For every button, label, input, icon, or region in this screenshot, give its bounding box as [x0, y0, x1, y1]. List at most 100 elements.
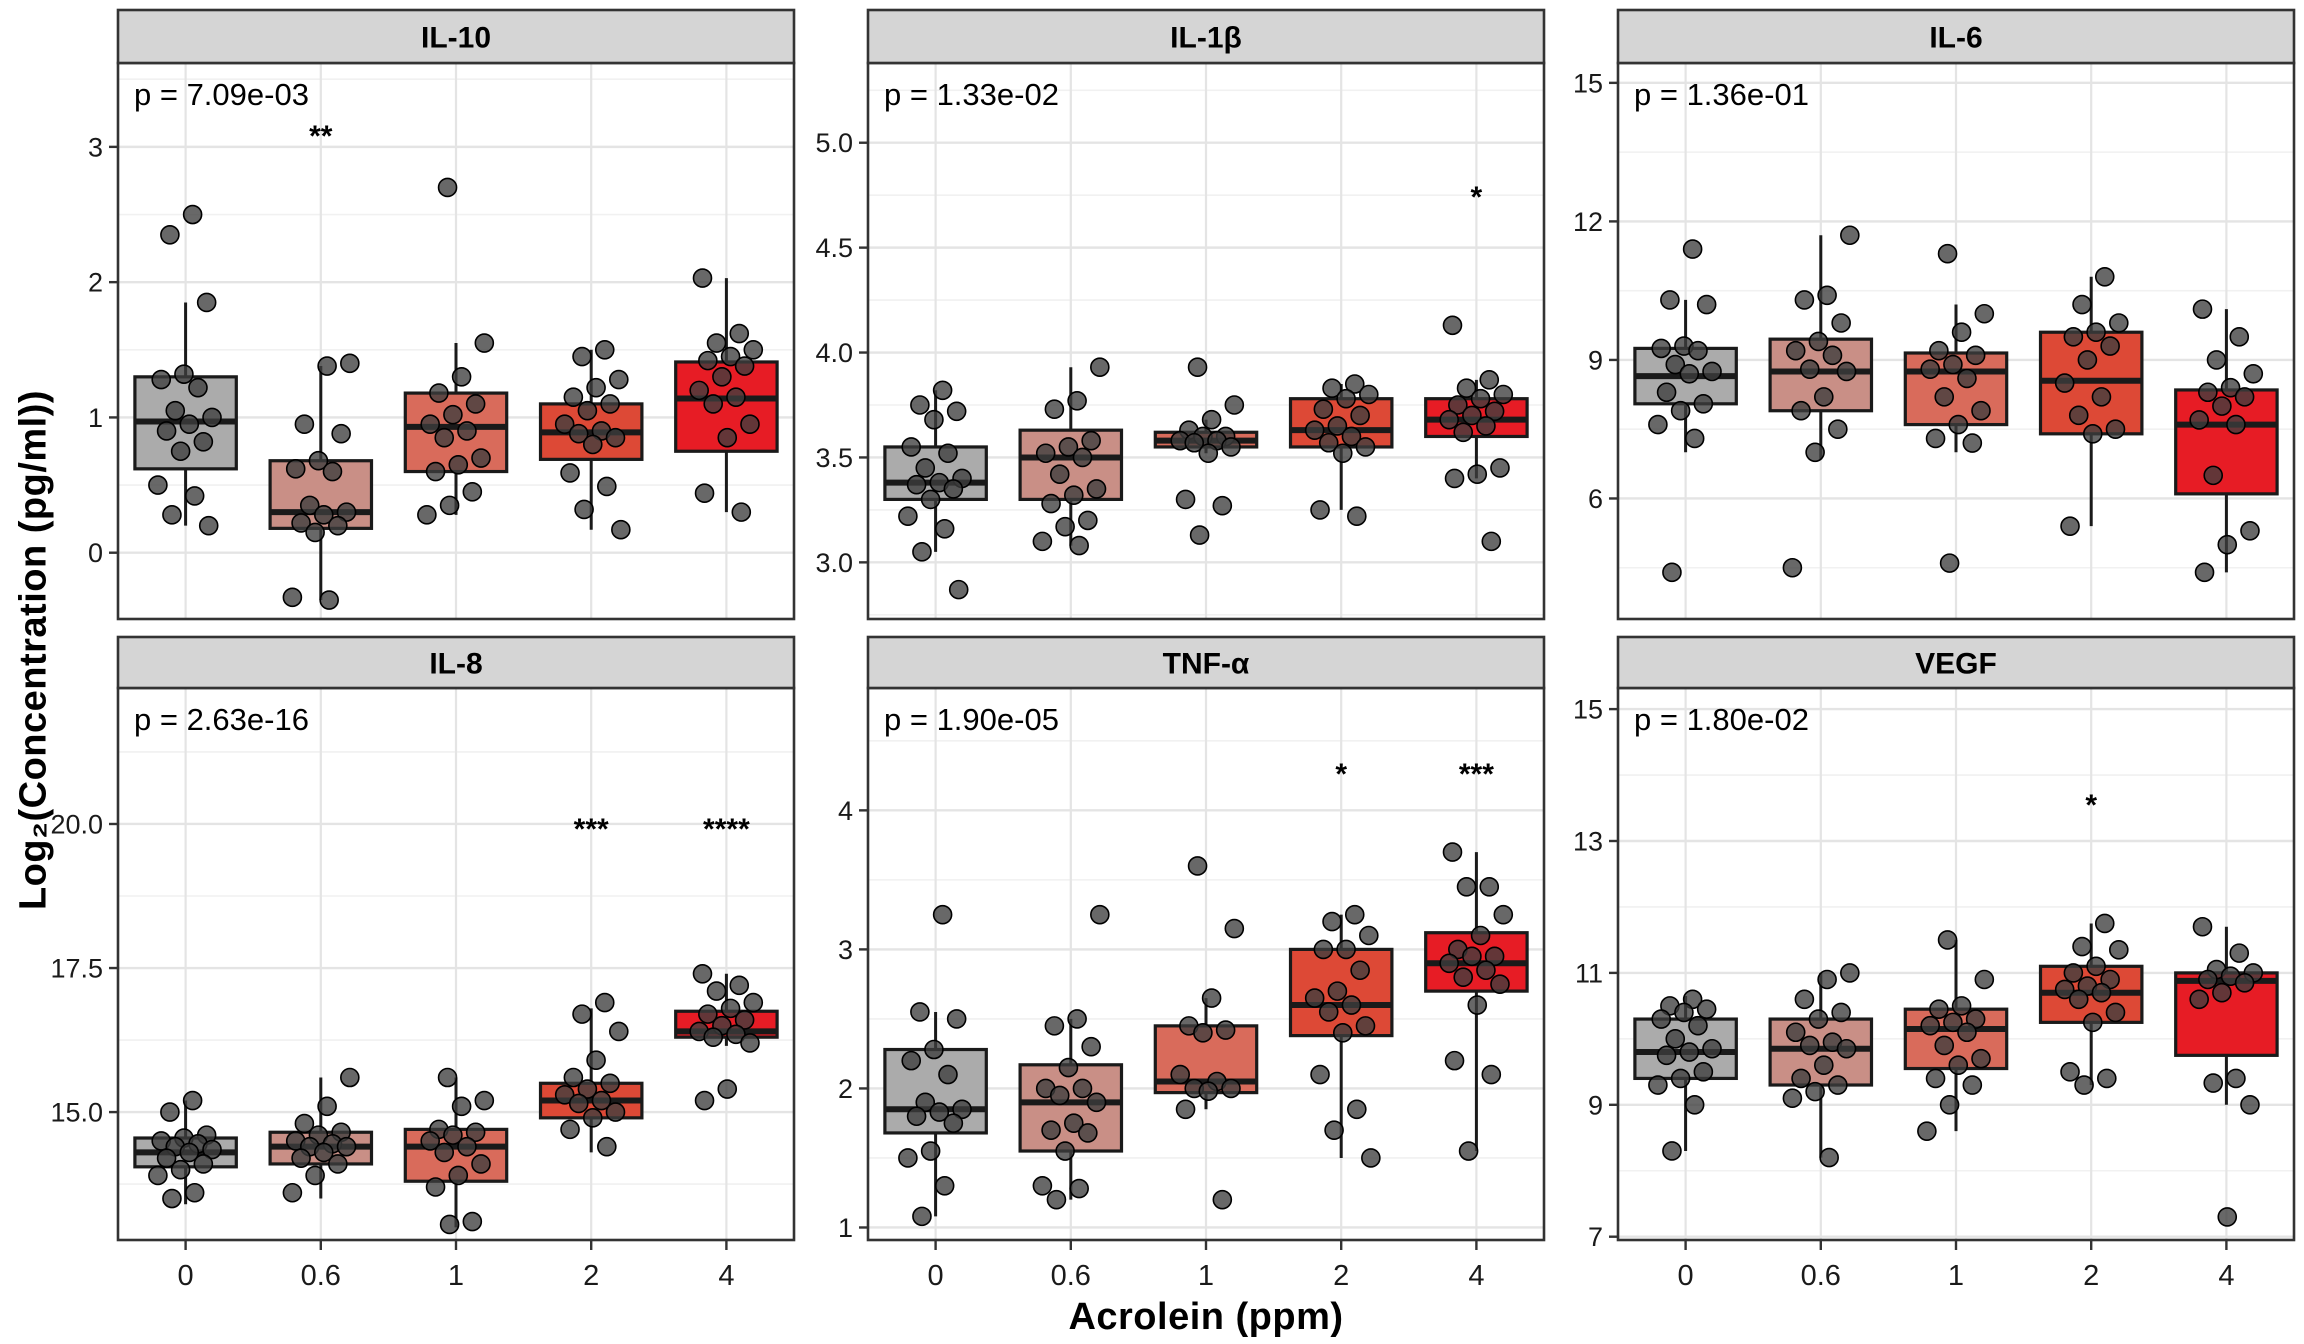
jitter-point: [437, 1067, 458, 1088]
jitter-point: [1049, 464, 1070, 485]
jitter-point: [451, 367, 472, 387]
jitter-point: [1808, 331, 1829, 352]
jitter-point: [1201, 988, 1222, 1008]
jitter-point: [1361, 1148, 1381, 1168]
jitter-point: [1187, 856, 1208, 876]
jitter-point: [305, 1165, 325, 1186]
jitter-point: [1493, 384, 1514, 405]
p-value-label: p = 1.33e-02: [884, 77, 1059, 112]
jitter-point: [1470, 925, 1491, 946]
jitter-point: [425, 461, 446, 482]
jitter-point: [2234, 972, 2255, 993]
jitter-point: [1696, 999, 1717, 1019]
y-tick-label: 3: [88, 132, 103, 162]
jitter-point: [712, 367, 732, 387]
significance-stars: *: [1471, 181, 1483, 214]
jitter-point: [1221, 1078, 1241, 1099]
x-tick-label: 0: [1678, 1260, 1694, 1292]
jitter-point: [582, 434, 603, 455]
x-tick-label: 4: [2218, 1260, 2234, 1292]
jitter-point: [1934, 387, 1955, 407]
jitter-point: [156, 1148, 177, 1168]
jitter-point: [1965, 345, 1986, 366]
x-tick-label: 2: [2083, 1260, 2099, 1292]
jitter-point: [1951, 322, 1972, 343]
x-tick-label: 4: [1468, 1260, 1484, 1292]
jitter-point: [2091, 982, 2112, 1003]
jitter-point: [1831, 1002, 1851, 1023]
jitter-point: [694, 1090, 715, 1111]
y-tick-label: 7: [1588, 1222, 1603, 1252]
jitter-point: [563, 387, 584, 407]
jitter-point: [720, 346, 741, 367]
jitter-point: [1476, 416, 1496, 436]
jitter-point: [2054, 979, 2075, 1000]
jitter-point: [572, 1004, 592, 1024]
jitter-point: [2072, 294, 2092, 315]
jitter-point: [934, 1175, 955, 1196]
jitter-point: [1805, 1081, 1825, 1102]
y-tick-label: 3.0: [815, 548, 853, 578]
jitter-point: [1055, 1141, 1075, 1161]
x-axis-title: Acrolein (ppm): [1068, 1296, 1344, 1338]
jitter-point: [160, 225, 180, 245]
jitter-point: [1467, 464, 1488, 485]
jitter-point: [1484, 946, 1505, 967]
jitter-point: [1948, 414, 1969, 435]
jitter-point: [443, 1125, 463, 1145]
jitter-point: [920, 1141, 941, 1161]
jitter-point: [560, 1119, 580, 1140]
jitter-point: [729, 975, 750, 996]
jitter-point: [1791, 400, 1811, 421]
boxplot-box: [1768, 1017, 1874, 1087]
jitter-point: [1651, 338, 1672, 359]
jitter-point: [434, 427, 455, 448]
jitter-point: [1920, 359, 1940, 379]
jitter-point: [2217, 534, 2238, 555]
jitter-point: [594, 992, 615, 1013]
jitter-point: [2109, 940, 2129, 960]
jitter-point: [291, 513, 311, 533]
jitter-point: [1035, 443, 1056, 464]
jitter-point: [2212, 396, 2232, 416]
jitter-point: [1840, 225, 1860, 246]
x-tick-label: 0.6: [1051, 1260, 1091, 1292]
jitter-point: [901, 437, 922, 457]
jitter-point: [1193, 1023, 1213, 1043]
jitter-point: [2100, 336, 2120, 356]
jitter-point: [160, 1102, 180, 1122]
jitter-point: [285, 459, 306, 479]
jitter-point: [1479, 877, 1500, 897]
y-tick-label: 17.5: [50, 953, 103, 983]
jitter-point: [1359, 384, 1379, 405]
jitter-point: [1957, 368, 1977, 389]
jitter-point: [703, 394, 724, 414]
jitter-point: [568, 423, 589, 444]
y-tick-label: 11: [1575, 958, 1603, 988]
jitter-point: [462, 482, 483, 502]
jitter-point: [182, 1090, 203, 1111]
jitter-point: [1648, 414, 1668, 435]
jitter-point: [1817, 969, 1837, 990]
x-tick-label: 0: [178, 1260, 194, 1292]
panel-title: IL-10: [421, 21, 491, 54]
jitter-point: [1799, 1035, 1820, 1056]
jitter-point: [2105, 419, 2126, 440]
jitter-point: [1813, 1055, 1834, 1076]
jitter-point: [1170, 1064, 1190, 1085]
jitter-point: [924, 409, 944, 430]
jitter-point: [586, 377, 606, 398]
jitter-point: [2192, 299, 2213, 319]
p-value-label: p = 2.63e-16: [134, 702, 309, 737]
jitter-point: [328, 515, 348, 536]
jitter-point: [299, 495, 320, 516]
jitter-point: [2198, 382, 2218, 403]
panel-title: TNF-α: [1163, 647, 1250, 680]
jitter-point: [1684, 428, 1705, 449]
jitter-point: [946, 401, 967, 422]
jitter-point: [1198, 443, 1219, 464]
jitter-point: [577, 1079, 598, 1099]
x-tick-label: 2: [1333, 1260, 1349, 1292]
jitter-point: [609, 1021, 629, 1042]
jitter-point: [313, 1142, 334, 1163]
